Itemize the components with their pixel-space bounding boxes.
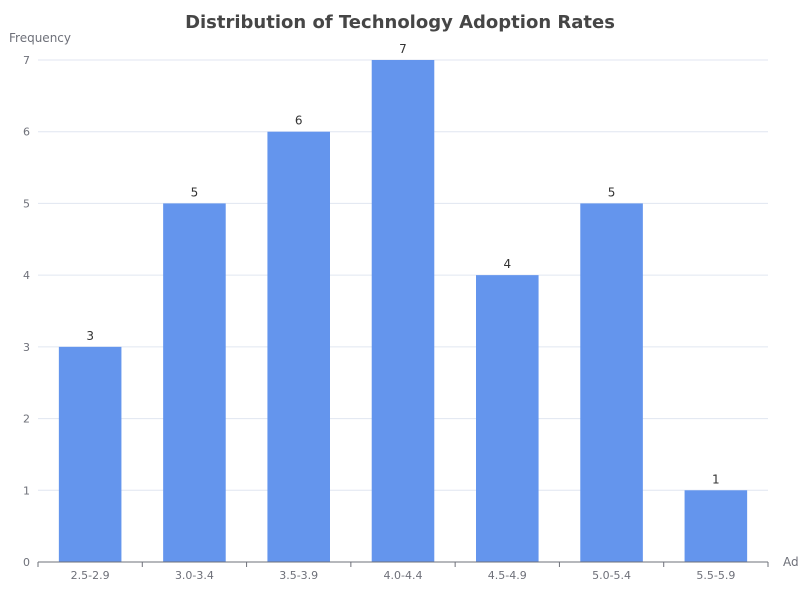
data-label: 6 [295, 114, 303, 128]
y-tick-label: 0 [23, 556, 30, 569]
data-label: 3 [86, 329, 94, 343]
bar-2.5-2.9[interactable] [58, 346, 122, 562]
y-tick-label: 7 [23, 54, 30, 67]
x-tick-label: 5.5-5.9 [696, 569, 735, 582]
x-axis-label: Ad [783, 555, 799, 569]
x-tick-label: 3.5-3.9 [279, 569, 318, 582]
data-label: 1 [712, 472, 720, 486]
y-tick-label: 4 [23, 269, 30, 282]
x-tick-label: 4.0-4.4 [384, 569, 423, 582]
bar-5.5-5.9[interactable] [684, 490, 748, 562]
chart-title: Distribution of Technology Adoption Rate… [185, 12, 615, 33]
bar-3.0-3.4[interactable] [163, 203, 226, 562]
data-label: 7 [399, 42, 407, 56]
data-label: 5 [191, 185, 199, 199]
y-tick-label: 3 [23, 341, 30, 354]
bar-4.5-4.9[interactable] [476, 275, 539, 562]
y-axis-label: Frequency [9, 31, 71, 45]
bar-3.5-3.9[interactable] [267, 131, 330, 562]
axes: 0 1 2 3 4 5 6 7 2.5-2.9 3.0-3.4 3.5-3.9 4.0-4.4 4.5-… [23, 54, 769, 582]
data-label: 4 [503, 257, 511, 271]
x-tick-label: 3.0-3.4 [175, 569, 214, 582]
x-tick-label: 4.5-4.9 [488, 569, 527, 582]
bar-5.0-5.4[interactable] [580, 203, 643, 562]
y-tick-label: 5 [23, 197, 30, 210]
bars: 3 5 6 7 4 5 1 [58, 42, 748, 562]
y-tick-label: 2 [23, 413, 30, 426]
x-tick-label: 2.5-2.9 [71, 569, 110, 582]
y-tick-label: 1 [23, 484, 30, 497]
y-tick-label: 6 [23, 126, 30, 139]
x-tick-label: 5.0-5.4 [592, 569, 631, 582]
bar-4.0-4.4[interactable] [371, 60, 435, 562]
data-label: 5 [608, 185, 616, 199]
